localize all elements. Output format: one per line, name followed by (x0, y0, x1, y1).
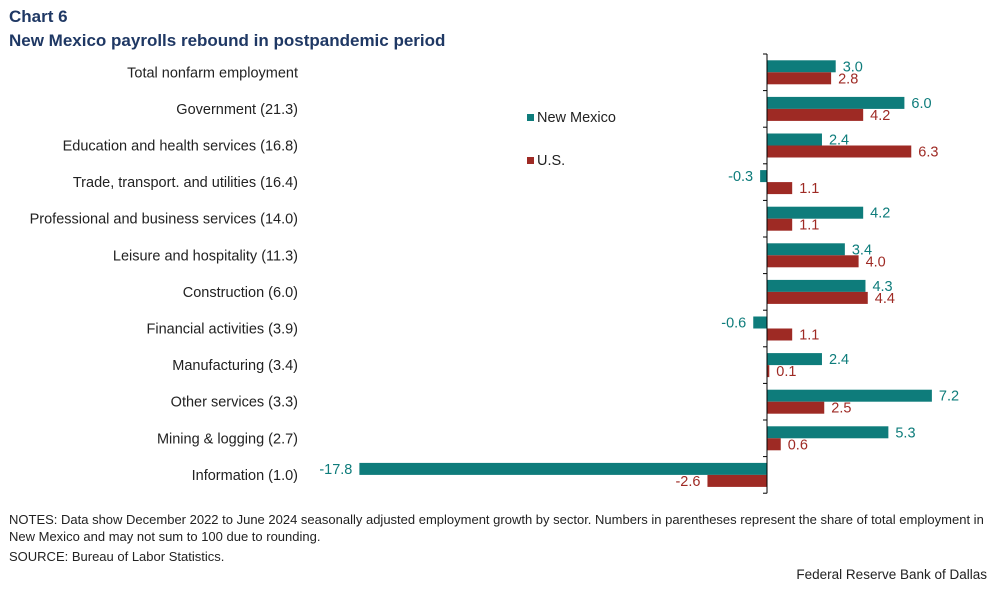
category-label: Manufacturing (3.4) (172, 358, 298, 374)
bar-us (707, 474, 767, 487)
data-label-new-mexico: 4.3 (872, 279, 892, 295)
data-label-new-mexico: 4.2 (870, 206, 890, 222)
data-label-us: 6.3 (918, 145, 938, 161)
data-label-us: 2.5 (831, 401, 851, 417)
legend-label-new-mexico: New Mexico (537, 110, 616, 126)
bar-us (767, 365, 770, 378)
category-label: Leisure and hospitality (11.3) (113, 248, 298, 264)
bar-new-mexico (767, 353, 822, 366)
chart-notes: NOTES: Data show December 2022 to June 2… (9, 512, 984, 544)
data-label-new-mexico: -0.6 (721, 316, 746, 332)
bar-us (767, 401, 825, 414)
data-label-new-mexico: 5.3 (895, 425, 915, 441)
data-label-us: 2.8 (838, 71, 858, 87)
category-label: Government (21.3) (176, 102, 298, 118)
category-label: Information (1.0) (192, 468, 298, 484)
bar-us (767, 291, 868, 304)
bar-new-mexico (767, 60, 836, 73)
bar-us (767, 72, 832, 85)
category-label: Trade, transport. and utilities (16.4) (73, 175, 298, 191)
data-label-us: -2.6 (675, 474, 700, 490)
data-label-new-mexico: -17.8 (319, 462, 352, 478)
data-label-us: 1.1 (799, 328, 819, 344)
data-label-us: 4.2 (870, 108, 890, 124)
chart-source: SOURCE: Bureau of Labor Statistics. (9, 549, 225, 564)
category-label: Total nonfarm employment (127, 65, 298, 81)
bar-us (767, 218, 793, 231)
chart-title: New Mexico payrolls rebound in postpande… (9, 31, 446, 50)
data-label-new-mexico: 7.2 (939, 389, 959, 405)
category-label: Financial activities (3.9) (147, 322, 299, 338)
bar-us (767, 255, 859, 268)
data-label-us: 4.4 (875, 291, 895, 307)
legend-swatch-new-mexico (527, 114, 534, 121)
data-label-new-mexico: 6.0 (911, 96, 931, 112)
bar-new-mexico (767, 279, 866, 292)
data-label-new-mexico: -0.3 (728, 169, 753, 185)
publisher-credit: Federal Reserve Bank of Dallas (796, 567, 987, 582)
data-label-us: 0.6 (788, 437, 808, 453)
bar-new-mexico (760, 170, 767, 183)
data-label-us: 0.1 (776, 364, 796, 380)
bar-us (767, 328, 793, 341)
bar-us (767, 438, 781, 451)
category-label: Professional and business services (14.0… (30, 212, 298, 228)
bar-new-mexico (767, 96, 905, 109)
category-label: Construction (6.0) (183, 285, 298, 301)
legend-swatch-us (527, 157, 534, 164)
data-label-new-mexico: 3.0 (843, 59, 863, 75)
data-label-new-mexico: 2.4 (829, 352, 849, 368)
data-label-us: 1.1 (799, 218, 819, 234)
bar-chart: Total nonfarm employment 3.02.8 Government… (30, 53, 959, 494)
data-label-new-mexico: 2.4 (829, 133, 849, 149)
data-label-new-mexico: 3.4 (852, 242, 872, 258)
category-label: Mining & logging (2.7) (157, 431, 298, 447)
bar-new-mexico (767, 389, 932, 402)
bar-new-mexico (359, 462, 767, 475)
chart-number: Chart 6 (9, 7, 68, 26)
data-label-us: 1.1 (799, 181, 819, 197)
bar-new-mexico (767, 133, 822, 146)
category-label: Education and health services (16.8) (63, 139, 298, 155)
bar-us (767, 145, 912, 158)
bar-us (767, 182, 793, 195)
bar-new-mexico (767, 243, 845, 256)
data-label-us: 4.0 (866, 254, 886, 270)
legend-label-us: U.S. (537, 153, 565, 169)
bar-new-mexico (753, 316, 767, 329)
bar-us (767, 108, 864, 121)
bar-new-mexico (767, 426, 889, 439)
bar-new-mexico (767, 206, 864, 219)
category-label: Other services (3.3) (171, 395, 298, 411)
